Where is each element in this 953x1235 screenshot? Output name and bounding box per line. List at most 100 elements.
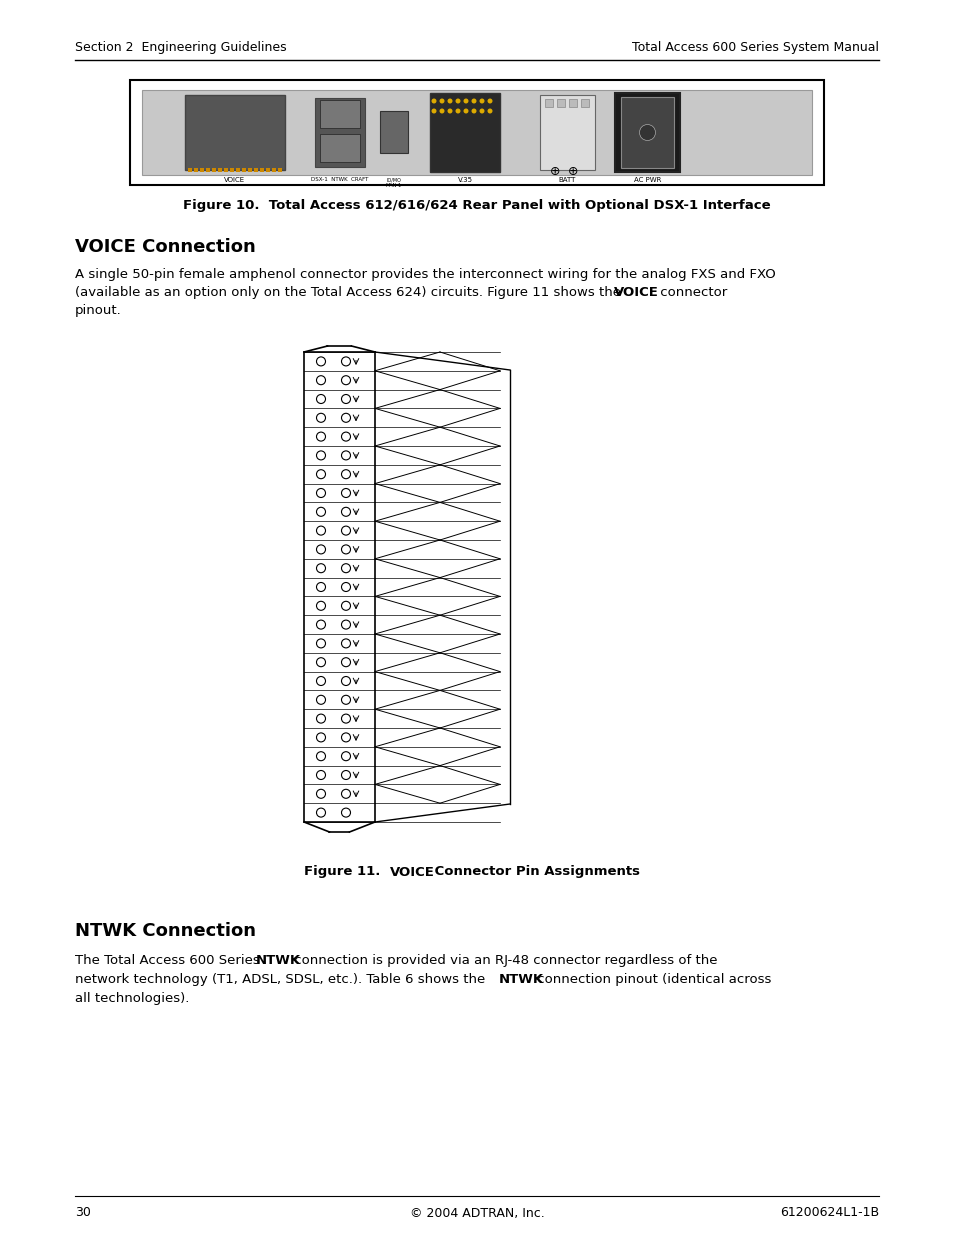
Bar — [235, 168, 240, 172]
Bar — [218, 168, 222, 172]
Text: A single 50-pin female amphenol connector provides the interconnect wiring for t: A single 50-pin female amphenol connecto… — [75, 268, 775, 282]
Circle shape — [341, 789, 350, 798]
Circle shape — [341, 394, 350, 404]
Circle shape — [447, 99, 452, 104]
Text: NTWK: NTWK — [255, 953, 301, 967]
Text: NTWK Connection: NTWK Connection — [75, 923, 255, 940]
Circle shape — [447, 109, 452, 114]
Bar — [260, 168, 264, 172]
Circle shape — [316, 620, 325, 629]
Circle shape — [341, 620, 350, 629]
Circle shape — [463, 109, 468, 114]
Bar — [615, 93, 679, 172]
Circle shape — [316, 489, 325, 498]
Circle shape — [316, 469, 325, 479]
Text: © 2004 ADTRAN, Inc.: © 2004 ADTRAN, Inc. — [409, 1207, 544, 1219]
Circle shape — [341, 732, 350, 742]
Bar — [266, 168, 270, 172]
Bar — [200, 168, 204, 172]
Text: Figure 10.  Total Access 612/616/624 Rear Panel with Optional DSX-1 Interface: Figure 10. Total Access 612/616/624 Rear… — [183, 199, 770, 211]
Circle shape — [316, 601, 325, 610]
Circle shape — [341, 638, 350, 648]
Circle shape — [316, 789, 325, 798]
Circle shape — [316, 375, 325, 384]
Circle shape — [316, 451, 325, 459]
Circle shape — [316, 677, 325, 685]
Text: network technology (T1, ADSL, SDSL, etc.). Table 6 shows the: network technology (T1, ADSL, SDSL, etc.… — [75, 973, 489, 986]
Text: V.35: V.35 — [457, 177, 472, 183]
Circle shape — [463, 99, 468, 104]
Text: VOICE: VOICE — [224, 177, 245, 183]
Circle shape — [439, 99, 444, 104]
Bar — [206, 168, 210, 172]
Circle shape — [316, 508, 325, 516]
Circle shape — [487, 99, 492, 104]
Circle shape — [316, 583, 325, 592]
Text: BATT: BATT — [558, 177, 576, 183]
Circle shape — [471, 109, 476, 114]
Bar — [539, 95, 595, 170]
Text: 30: 30 — [75, 1207, 91, 1219]
Bar — [304, 352, 375, 823]
Circle shape — [431, 99, 436, 104]
Circle shape — [341, 695, 350, 704]
Circle shape — [341, 658, 350, 667]
Bar — [193, 168, 198, 172]
Bar — [557, 99, 564, 107]
Circle shape — [341, 545, 350, 555]
Bar — [212, 168, 215, 172]
Circle shape — [316, 545, 325, 555]
Circle shape — [341, 583, 350, 592]
Bar — [253, 168, 257, 172]
Text: connection is provided via an RJ-48 connector regardless of the: connection is provided via an RJ-48 conn… — [290, 953, 717, 967]
Circle shape — [341, 489, 350, 498]
Text: ⊕: ⊕ — [550, 165, 560, 178]
Bar — [248, 168, 252, 172]
Text: 61200624L1-1B: 61200624L1-1B — [779, 1207, 878, 1219]
Circle shape — [341, 357, 350, 366]
Bar — [230, 168, 233, 172]
Circle shape — [455, 109, 460, 114]
Bar — [379, 111, 408, 153]
Bar — [620, 98, 673, 168]
Bar — [314, 98, 365, 167]
Circle shape — [316, 414, 325, 422]
Circle shape — [341, 432, 350, 441]
Text: IO/MO
MAN-1: IO/MO MAN-1 — [385, 177, 402, 188]
Circle shape — [341, 714, 350, 724]
Circle shape — [316, 526, 325, 535]
Circle shape — [479, 109, 484, 114]
Circle shape — [471, 99, 476, 104]
Circle shape — [316, 394, 325, 404]
Circle shape — [431, 109, 436, 114]
Bar — [430, 93, 499, 172]
Text: connector: connector — [656, 287, 726, 299]
Circle shape — [341, 808, 350, 818]
Circle shape — [341, 414, 350, 422]
Circle shape — [439, 109, 444, 114]
Circle shape — [316, 808, 325, 818]
Circle shape — [316, 752, 325, 761]
Circle shape — [316, 658, 325, 667]
Circle shape — [341, 469, 350, 479]
Bar — [185, 95, 285, 170]
Circle shape — [341, 526, 350, 535]
Bar — [544, 99, 553, 107]
Circle shape — [639, 125, 655, 141]
Text: all technologies).: all technologies). — [75, 992, 190, 1005]
Text: connection pinout (identical across: connection pinout (identical across — [533, 973, 771, 986]
Text: VOICE: VOICE — [390, 866, 435, 878]
Circle shape — [316, 771, 325, 779]
Circle shape — [316, 357, 325, 366]
Text: Connector Pin Assignments: Connector Pin Assignments — [430, 866, 639, 878]
Circle shape — [341, 451, 350, 459]
Circle shape — [341, 601, 350, 610]
Bar — [142, 90, 811, 175]
Circle shape — [316, 732, 325, 742]
Text: AC PWR: AC PWR — [633, 177, 660, 183]
Text: VOICE Connection: VOICE Connection — [75, 238, 255, 256]
Circle shape — [487, 109, 492, 114]
Text: The Total Access 600 Series: The Total Access 600 Series — [75, 953, 264, 967]
Circle shape — [316, 638, 325, 648]
Text: Total Access 600 Series System Manual: Total Access 600 Series System Manual — [631, 42, 878, 54]
